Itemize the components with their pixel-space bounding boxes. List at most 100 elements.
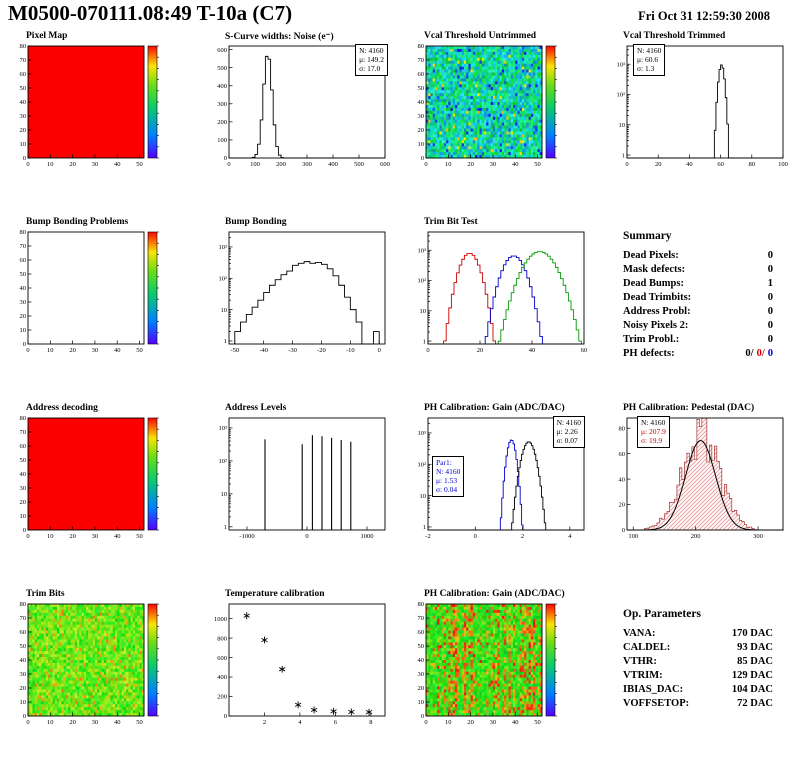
plot-title: Vcal Threshold Untrimmed <box>424 31 537 41</box>
summary-label: Address Probl: <box>623 306 691 317</box>
summary-value: 0 <box>767 320 773 331</box>
vcal-trimmed-plot <box>599 42 791 190</box>
summary-label: Dead Trimbits: <box>623 292 692 303</box>
bump-bonding-plot <box>201 228 393 376</box>
op-param-value: 85 DAC <box>737 656 773 667</box>
plot-title: Address decoding <box>26 403 98 413</box>
panel-temperature-calibration: Temperature calibration <box>199 586 398 772</box>
panel-trim-bits: Trim Bits <box>0 586 199 772</box>
ph-gain-map-plot <box>400 600 592 748</box>
stats-n: N: 4160 <box>556 418 581 427</box>
stats-box-par1: Par1: N: 4160 μ: 1.53 σ: 0.04 <box>432 456 465 497</box>
op-param-row: VTHR: 85 DAC <box>623 655 773 669</box>
panel-summary: Summary Dead Pixels: 0 Mask defects: 0 Dea… <box>597 214 796 400</box>
panel-ph-gain-map: PH Calibration: Gain (ADC/DAC) <box>398 586 597 772</box>
op-params-title: Op. Parameters <box>623 608 701 620</box>
op-param-row: VOFFSETOP: 72 DAC <box>623 697 773 711</box>
trim-bits-plot <box>2 600 194 748</box>
summary-value: 0 <box>767 292 773 303</box>
summary-row-ph-defects: PH defects: 0/0/0 <box>623 347 773 361</box>
page-title: M0500-070111.08:49 T-10a (C7) <box>8 1 293 25</box>
panel-vcal-untrimmed: Vcal Threshold Untrimmed <box>398 28 597 214</box>
timestamp: Fri Oct 31 12:59:30 2008 <box>638 9 770 23</box>
panel-ph-pedestal: PH Calibration: Pedestal (DAC) N: 4160 μ… <box>597 400 796 586</box>
summary-label: Trim Probl.: <box>623 334 680 345</box>
vcal-untrimmed-plot <box>400 42 592 190</box>
stats-box: N: 4160 μ: 149.2 σ: 17.0 <box>355 44 388 76</box>
plot-title: Vcal Threshold Trimmed <box>623 31 726 41</box>
stats-n: N: 4160 <box>637 46 662 55</box>
ph-defects-black: 0/ <box>745 348 754 359</box>
stats-sigma: σ: 0.07 <box>556 436 578 445</box>
stats-mean: μ: 149.2 <box>359 55 384 64</box>
summary-label: Noisy Pixels 2: <box>623 320 689 331</box>
stats-n: N: 4160 <box>436 467 461 476</box>
op-param-value: 104 DAC <box>731 684 773 695</box>
summary-value: 0 <box>767 250 773 261</box>
plot-title: Trim Bits <box>26 589 65 599</box>
summary-ph-values: 0/0/0 <box>742 347 773 361</box>
op-param-label: IBIAS_DAC: <box>623 684 684 695</box>
trim-bit-test-plot <box>400 228 592 376</box>
summary-label: Mask defects: <box>623 264 686 275</box>
op-param-row: IBIAS_DAC: 104 DAC <box>623 683 773 697</box>
stats-box: N: 4160 μ: 2.26 σ: 0.07 <box>552 416 585 448</box>
panel-vcal-trimmed: Vcal Threshold Trimmed N: 4160 μ: 60.6 σ… <box>597 28 796 214</box>
plot-title: Address Levels <box>225 403 287 413</box>
op-param-value: 72 DAC <box>737 698 773 709</box>
summary-row: Address Probl: 0 <box>623 305 773 319</box>
summary-value: 0 <box>767 334 773 345</box>
summary-value: 0 <box>767 264 773 275</box>
summary-row: Dead Bumps: 1 <box>623 277 773 291</box>
op-param-value: 93 DAC <box>737 642 773 653</box>
summary-value: 1 <box>767 278 773 289</box>
op-param-label: VOFFSETOP: <box>623 698 690 709</box>
op-param-row: VANA: 170 DAC <box>623 627 773 641</box>
stats-sigma: σ: 1.3 <box>637 64 655 73</box>
stats-par1-title: Par1: <box>436 458 452 467</box>
panel-pixel-map: Pixel Map <box>0 28 199 214</box>
summary-title: Summary <box>623 230 672 242</box>
summary-value: 0 <box>767 306 773 317</box>
stats-sigma: σ: 0.04 <box>436 485 458 494</box>
temperature-calibration-plot <box>201 600 393 748</box>
plot-title: Temperature calibration <box>225 589 325 599</box>
stats-n: N: 4160 <box>359 46 384 55</box>
plot-title: Bump Bonding <box>225 217 287 227</box>
panel-bump-bonding-problems: Bump Bonding Problems <box>0 214 199 400</box>
pixel-map-plot <box>2 42 194 190</box>
stats-sigma: σ: 17.0 <box>359 64 381 73</box>
plot-title: Bump Bonding Problems <box>26 217 129 227</box>
summary-label: PH defects: <box>623 348 675 359</box>
summary-row: Dead Pixels: 0 <box>623 249 773 263</box>
panel-address-decoding: Address decoding <box>0 400 199 586</box>
summary-label: Dead Bumps: <box>623 278 684 289</box>
stats-n: N: 4160 <box>641 418 666 427</box>
panel-scurve-noise: S-Curve widths: Noise (e⁻) N: 4160 μ: 14… <box>199 28 398 214</box>
stats-sigma: σ: 19.9 <box>641 436 663 445</box>
address-decoding-plot <box>2 414 194 562</box>
stats-mean: μ: 1.53 <box>436 476 458 485</box>
summary-row: Dead Trimbits: 0 <box>623 291 773 305</box>
op-param-label: VANA: <box>623 628 656 639</box>
op-param-label: VTHR: <box>623 656 657 667</box>
plot-title: S-Curve widths: Noise (e⁻) <box>225 32 334 42</box>
plot-title: Trim Bit Test <box>424 217 478 227</box>
panel-ph-gain-hist: PH Calibration: Gain (ADC/DAC) N: 4160 μ… <box>398 400 597 586</box>
op-param-value: 129 DAC <box>731 670 773 681</box>
panel-trim-bit-test: Trim Bit Test <box>398 214 597 400</box>
stats-mean: μ: 2.26 <box>556 427 578 436</box>
plot-grid: Pixel Map S-Curve widths: Noise (e⁻) N: … <box>0 28 796 772</box>
plot-title: PH Calibration: Gain (ADC/DAC) <box>424 403 565 413</box>
ph-pedestal-plot <box>599 414 791 562</box>
panel-bump-bonding: Bump Bonding <box>199 214 398 400</box>
bump-bonding-problems-plot <box>2 228 194 376</box>
summary-row: Trim Probl.: 0 <box>623 333 773 347</box>
plot-title: PH Calibration: Gain (ADC/DAC) <box>424 589 565 599</box>
plot-title: Pixel Map <box>26 31 68 41</box>
stats-box: N: 4160 μ: 60.6 σ: 1.3 <box>633 44 666 76</box>
stats-mean: μ: 207.9 <box>641 427 666 436</box>
panel-op-parameters: Op. Parameters VANA: 170 DAC CALDEL: 93 DA… <box>597 586 796 772</box>
op-param-row: CALDEL: 93 DAC <box>623 641 773 655</box>
summary-label: Dead Pixels: <box>623 250 679 261</box>
